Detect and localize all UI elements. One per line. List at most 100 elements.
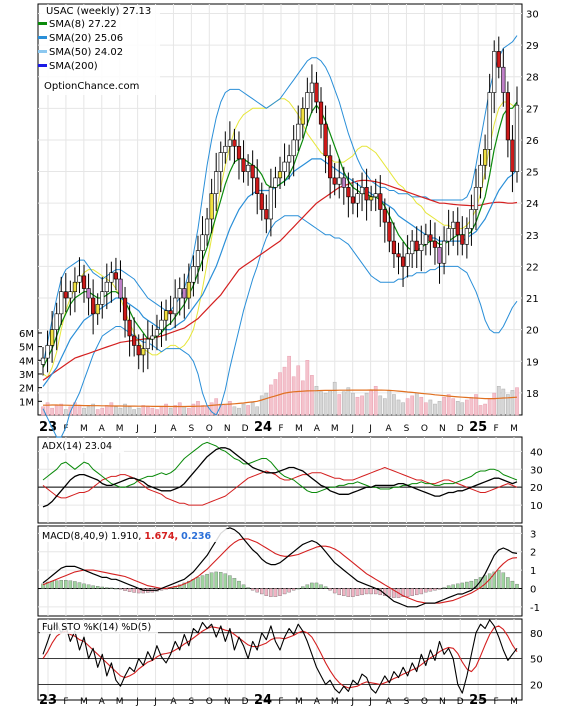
candle-body [113, 272, 119, 280]
macd-histogram-bar [310, 582, 314, 589]
macd-histogram-bar [328, 588, 332, 591]
price-tick-label: 29 [526, 41, 539, 52]
x-axis-label: 24 [254, 420, 272, 435]
candle-body [204, 218, 210, 236]
macd-panel-frame [37, 525, 523, 617]
macd-histogram-bar [64, 580, 68, 589]
candle-body [132, 335, 137, 346]
macd-histogram-bar [127, 588, 132, 592]
macd-histogram-bar [255, 588, 259, 593]
volume-bar [433, 403, 437, 416]
candle-body [337, 177, 342, 185]
candle-body [264, 209, 269, 220]
volume-bar [159, 406, 164, 416]
x-axis-label: M [510, 424, 518, 434]
macd-histogram-bar [515, 583, 519, 589]
macd-histogram-bar [433, 588, 437, 591]
candle-body [214, 171, 219, 194]
volume-bar [182, 406, 187, 416]
macd-histogram-bar [105, 587, 109, 589]
volume-bar [319, 391, 323, 416]
volume-bar [446, 394, 451, 416]
volume-bar [132, 409, 137, 416]
macd-histogram-bar [451, 584, 455, 589]
candle-body [473, 187, 479, 210]
price-tick-label: 28 [526, 73, 539, 84]
candle-body [154, 329, 160, 337]
candle-body [419, 243, 424, 251]
volume-bar [86, 406, 91, 416]
macd-histogram-bar [419, 588, 424, 595]
adx-legend-background [40, 440, 124, 453]
volume-bar [136, 407, 141, 416]
price-tick-label: 25 [526, 168, 539, 179]
volume-bar [259, 395, 264, 416]
x-axis-label: M [116, 697, 124, 706]
macd-histogram-bar [319, 584, 323, 589]
volume-bar [250, 402, 255, 416]
x-axis-label: F [278, 424, 283, 434]
candle-body [405, 253, 410, 267]
candle-body [282, 161, 287, 172]
x-axis-label: A [385, 697, 392, 706]
ticker-label: USAC (weekly) 27.13 [46, 6, 151, 17]
macd-tick-label: 1 [530, 566, 536, 577]
x-axis-label: J [153, 697, 157, 706]
macd-histogram-bar [305, 584, 310, 589]
macd-histogram-bar [301, 586, 305, 589]
candle-body [346, 187, 351, 198]
volume-bar [104, 405, 109, 416]
macd-histogram-bar [200, 575, 205, 589]
candle-body [109, 272, 114, 283]
macd-histogram-bar [187, 580, 191, 589]
volume-bar [141, 405, 146, 416]
y-tick-labels: 181920212223242526272829301M2M3M4M5M6M10… [19, 9, 543, 691]
macd-histogram-bar [387, 588, 392, 597]
volume-bar [237, 407, 241, 416]
x-axis-label: J [350, 424, 354, 434]
macd-histogram-bar [45, 581, 50, 589]
x-axis-label: J [350, 697, 354, 706]
volume-bar [100, 407, 105, 416]
sto-legend-background [40, 621, 158, 634]
volume-bar [155, 409, 159, 416]
x-axis-label: A [99, 424, 106, 434]
x-axis-label: S [189, 424, 195, 434]
candle-body [460, 234, 465, 245]
price-tick-label: 23 [526, 231, 539, 242]
volume-bar [501, 388, 506, 416]
candle-body [296, 123, 301, 141]
macd-histogram-bar [287, 588, 291, 593]
volume-bar [150, 407, 155, 416]
candle-body [227, 139, 232, 147]
candle-body [40, 357, 46, 365]
x-axis-label: A [314, 697, 321, 706]
macd-histogram-bar [123, 588, 127, 591]
plus-di-line [42, 441, 518, 493]
candle-body [455, 221, 460, 236]
macd-histogram-bar [314, 582, 319, 589]
candle-body [341, 177, 346, 188]
price-tick-label: 20 [526, 326, 539, 337]
volume-bar [341, 391, 346, 416]
volume-bar [273, 379, 278, 416]
volume-bar [487, 398, 492, 416]
volume-bar [164, 403, 168, 416]
candle-body [487, 92, 492, 150]
adx-tick-label: 10 [530, 501, 543, 512]
volume-bar [496, 386, 501, 416]
candle-body [141, 348, 146, 356]
x-axis-label: J [368, 424, 372, 434]
price-tick-label: 19 [526, 357, 539, 368]
macd-histogram-bar [410, 588, 414, 596]
macd-histogram-bar [282, 588, 287, 595]
candle-body [373, 193, 378, 198]
sto-panel-frame [37, 618, 523, 701]
candle-body [95, 304, 100, 315]
sto-tick-label: 80 [530, 629, 543, 640]
x-axis-label: A [385, 424, 392, 434]
long-ma-line [42, 179, 518, 381]
candle-body [314, 82, 319, 103]
